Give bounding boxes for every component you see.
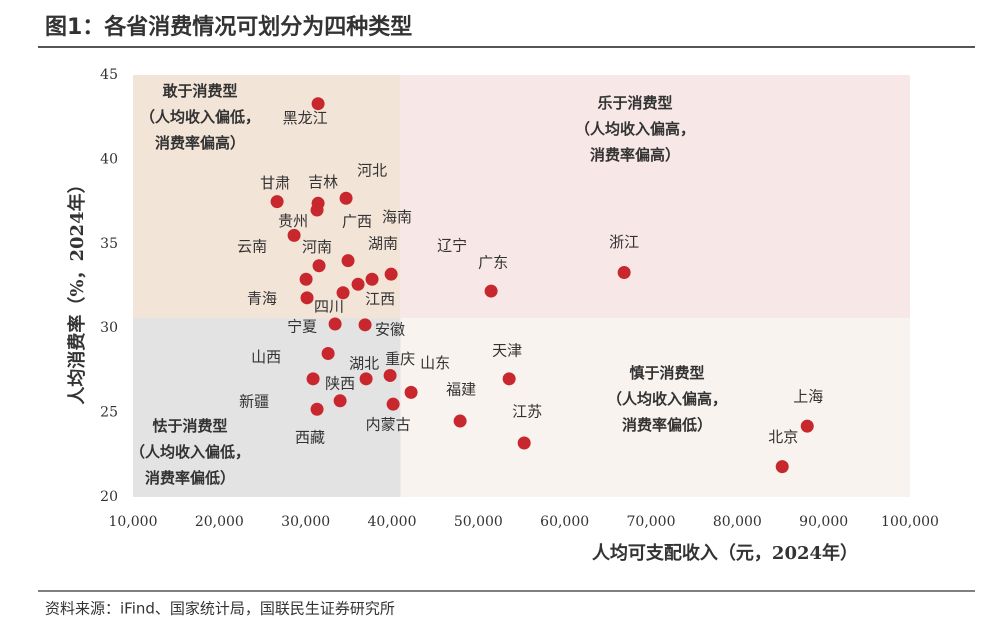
point-label: 江苏 bbox=[512, 402, 542, 420]
point bbox=[484, 284, 498, 298]
quadrant-label: 乐于消费型 bbox=[597, 94, 672, 112]
plot: 敢于消费型 （人均收入偏低， 消费率偏高） 乐于消费型 （人均收入偏高， 消费率偏高） 怯于… bbox=[100, 67, 939, 530]
point bbox=[310, 203, 324, 217]
x-axis-label: 人均可支配收入（元，2024年） bbox=[592, 542, 858, 564]
point bbox=[617, 265, 631, 279]
x-tick-label: 70,000 bbox=[627, 514, 676, 530]
point-label: 海南 bbox=[382, 208, 412, 226]
point-label: 河南 bbox=[302, 238, 332, 256]
quadrant bbox=[133, 75, 401, 319]
x-tick-label: 60,000 bbox=[540, 514, 589, 530]
point-label: 四川 bbox=[314, 297, 344, 315]
quadrant-label: 慎于消费型 bbox=[629, 364, 704, 382]
title: 图1：各省消费情况可划分为四种类型 bbox=[45, 14, 412, 40]
point-label: 山东 bbox=[420, 354, 450, 372]
point-label: 河北 bbox=[357, 162, 387, 180]
point-label: 湖南 bbox=[368, 235, 398, 253]
point bbox=[351, 277, 365, 291]
point-label: 重庆 bbox=[385, 350, 415, 368]
point-label: 江西 bbox=[365, 290, 395, 308]
point bbox=[321, 347, 335, 361]
point-label: 西藏 bbox=[295, 429, 325, 447]
x-tick-label: 100,000 bbox=[881, 514, 939, 530]
y-tick-label: 35 bbox=[100, 236, 118, 252]
y-tick-label: 40 bbox=[100, 151, 118, 167]
point bbox=[341, 254, 355, 268]
point-label: 辽宁 bbox=[437, 237, 467, 255]
quadrant bbox=[400, 75, 910, 319]
x-tick-label: 50,000 bbox=[454, 514, 503, 530]
quadrant-label: 消费率偏高） bbox=[155, 134, 245, 152]
point bbox=[311, 97, 325, 111]
point bbox=[383, 368, 397, 382]
point bbox=[299, 272, 313, 286]
quadrant-label: （人均收入偏低， bbox=[140, 108, 260, 126]
point-label: 福建 bbox=[446, 381, 476, 399]
quadrant-label: 怯于消费型 bbox=[152, 417, 227, 435]
point bbox=[287, 228, 301, 242]
quadrant bbox=[133, 318, 401, 497]
point-label: 天津 bbox=[492, 341, 522, 359]
point bbox=[310, 402, 324, 416]
point-label: 云南 bbox=[237, 238, 267, 256]
quadrant-label: （人均收入偏高， bbox=[575, 120, 695, 138]
point bbox=[270, 195, 284, 209]
point-label: 广东 bbox=[478, 254, 508, 272]
x-tick-label: 80,000 bbox=[713, 514, 762, 530]
y-tick-label: 20 bbox=[100, 489, 118, 505]
y-axis-label: 人均消费率（%，2024年） bbox=[66, 175, 88, 404]
point-label: 黑龙江 bbox=[283, 109, 328, 127]
x-tick-label: 40,000 bbox=[368, 514, 417, 530]
point-label: 山西 bbox=[251, 348, 281, 366]
quadrant-label: 敢于消费型 bbox=[162, 82, 237, 100]
point-label: 青海 bbox=[247, 289, 277, 307]
point bbox=[502, 372, 516, 386]
point-label: 贵州 bbox=[278, 212, 308, 230]
point bbox=[358, 318, 372, 332]
point bbox=[312, 259, 326, 273]
point bbox=[404, 385, 418, 399]
y-tick-label: 30 bbox=[100, 320, 118, 336]
point bbox=[386, 397, 400, 411]
quadrant-label: 消费率偏低） bbox=[622, 416, 712, 434]
point bbox=[328, 317, 342, 331]
quadrant-label: 消费率偏高） bbox=[590, 146, 680, 164]
point bbox=[306, 372, 320, 386]
point-label: 上海 bbox=[793, 388, 823, 406]
point bbox=[775, 460, 789, 474]
point bbox=[365, 272, 379, 286]
quadrant bbox=[400, 318, 910, 497]
quadrant-label: （人均收入偏高， bbox=[607, 390, 727, 408]
point bbox=[384, 267, 398, 281]
point bbox=[359, 372, 373, 386]
point bbox=[336, 286, 350, 300]
x-tick-label: 30,000 bbox=[281, 514, 330, 530]
point-label: 甘肃 bbox=[260, 174, 290, 192]
point bbox=[339, 191, 353, 205]
point-label: 广西 bbox=[342, 213, 372, 231]
point bbox=[300, 291, 314, 305]
point-label: 湖北 bbox=[349, 354, 379, 372]
point bbox=[453, 414, 467, 428]
point bbox=[333, 394, 347, 408]
y-tick-label: 45 bbox=[100, 67, 118, 83]
point bbox=[517, 436, 531, 450]
point bbox=[800, 419, 814, 433]
x-tick-label: 90,000 bbox=[799, 514, 848, 530]
point-label: 新疆 bbox=[239, 392, 269, 410]
point-label: 北京 bbox=[768, 428, 798, 446]
point-label: 宁夏 bbox=[287, 317, 317, 335]
x-tick-label: 20,000 bbox=[195, 514, 244, 530]
x-tick-label: 10,000 bbox=[109, 514, 158, 530]
point-label: 吉林 bbox=[308, 173, 338, 191]
quadrant-label: （人均收入偏低， bbox=[130, 443, 250, 461]
y-tick-label: 25 bbox=[100, 405, 118, 421]
point-label: 浙江 bbox=[609, 233, 639, 251]
point-label: 内蒙古 bbox=[366, 416, 411, 434]
source: 资料来源：iFind、国家统计局，国联民生证券研究所 bbox=[45, 600, 395, 618]
point-label: 安徽 bbox=[375, 320, 405, 338]
point-label: 陕西 bbox=[325, 374, 355, 392]
quadrant-label: 消费率偏低） bbox=[145, 469, 235, 487]
